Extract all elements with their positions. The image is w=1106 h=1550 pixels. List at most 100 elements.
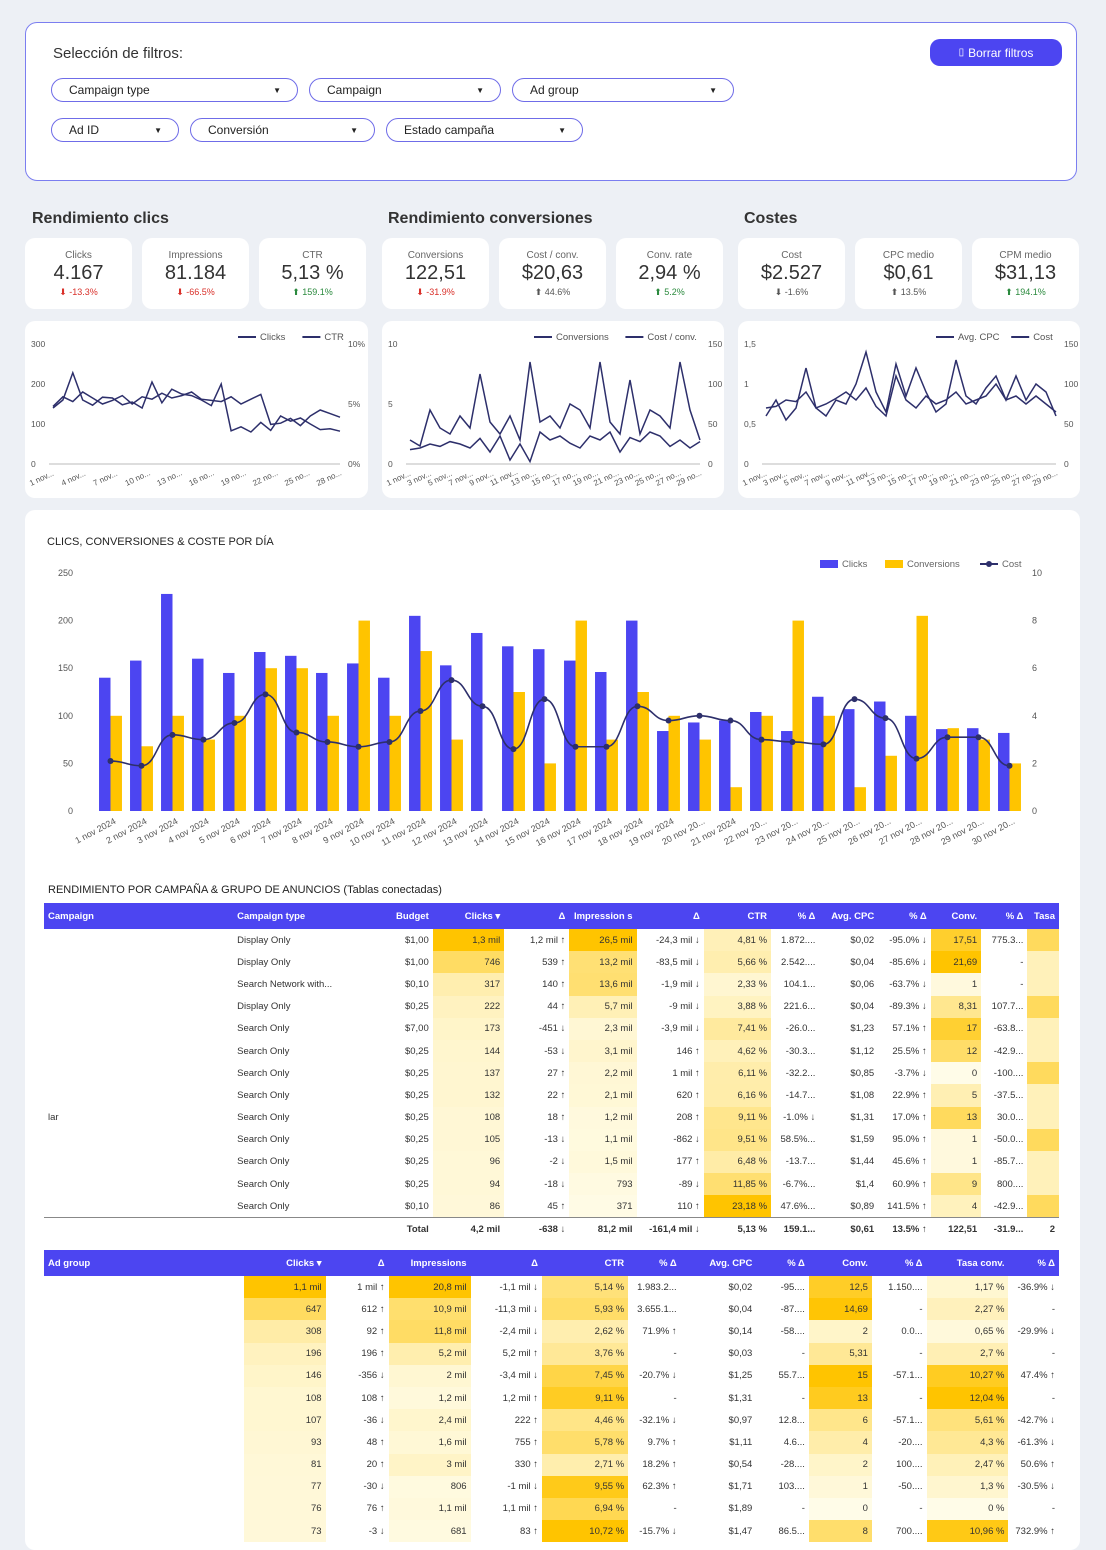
table-row[interactable]: Search Only $0,25 105 -13 ↓ 1,1 mil -862 ↓ 9,5… bbox=[44, 1128, 1059, 1151]
table-cell: 50.6% ↑ bbox=[1020, 1459, 1055, 1471]
dropdown-campaign-type[interactable]: Campaign type ▼ bbox=[51, 78, 298, 102]
table-row[interactable]: Search Only $0,25 132 22 ↑ 2,1 mil 620 ↑ 6,16 … bbox=[44, 1084, 1059, 1107]
column-header[interactable]: Δ bbox=[504, 903, 570, 929]
kpi-change-value: -31.9% bbox=[426, 287, 455, 297]
column-header[interactable]: % Δ bbox=[878, 903, 931, 929]
column-header[interactable]: CTR bbox=[542, 1250, 629, 1276]
table-row[interactable]: 77 -30 ↓ 806 -1 mil ↓ 9,55 % 62.3% ↑ $1,71 103.… bbox=[44, 1475, 1059, 1498]
table-row[interactable]: Display Only $0,25 222 44 ↑ 5,7 mil -9 mil ↓ 3… bbox=[44, 995, 1059, 1018]
table-row[interactable]: 76 76 ↑ 1,1 mil 1,1 mil ↑ 6,94 % - $1,89-0-0 %… bbox=[44, 1497, 1059, 1521]
column-header[interactable]: CTR bbox=[703, 903, 772, 929]
table-cell bbox=[44, 1476, 244, 1498]
table-cell: 2,71 % bbox=[542, 1453, 629, 1476]
table-row[interactable]: Search Only $0,10 86 45 ↑ 371 110 ↑ 23,18 % 47.… bbox=[44, 1195, 1059, 1218]
table-cell: 9.7% ↑ bbox=[647, 1436, 677, 1448]
table-cell: lar bbox=[48, 1112, 59, 1124]
column-header[interactable]: % Δ bbox=[981, 903, 1028, 929]
table-cell bbox=[44, 1431, 244, 1453]
caret-down-icon: ▼ bbox=[709, 86, 717, 95]
column-header[interactable]: Tasa conv. bbox=[926, 1250, 1009, 1276]
column-header[interactable]: Campaign bbox=[44, 903, 234, 929]
kpi-change-value: -1.6% bbox=[784, 287, 809, 297]
column-header[interactable]: Clicks ▾ bbox=[243, 1250, 326, 1276]
table-row[interactable]: Search Only $0,25 137 27 ↑ 2,2 mil 1 mil ↑ 6,1… bbox=[44, 1062, 1059, 1085]
column-header[interactable]: Impressions bbox=[388, 1250, 471, 1276]
clear-filters-button[interactable]: ▯ Borrar filtros bbox=[930, 39, 1062, 66]
dropdown-campaign[interactable]: Campaign ▼ bbox=[309, 78, 501, 102]
dropdown-campaign-status[interactable]: Estado campaña ▼ bbox=[386, 118, 583, 142]
table-row[interactable]: Display Only $1,00 746 539 ↑ 13,2 mil -83,5 m… bbox=[44, 951, 1059, 974]
table-cell: 1 mil ↑ bbox=[357, 1281, 385, 1293]
table-cell: 73 bbox=[243, 1520, 326, 1543]
table-cell: -53 ↓ bbox=[544, 1045, 566, 1057]
table-cell bbox=[1027, 1062, 1059, 1085]
table-row[interactable]: 308 92 ↑ 11,8 mil -2,4 mil ↓ 2,62 % 71.9% ↑ $0… bbox=[44, 1320, 1059, 1343]
cost-point bbox=[200, 736, 207, 743]
table-row[interactable]: lar Search Only $0,25 108 18 ↑ 1,2 mil 208 ↑ 9,… bbox=[44, 1106, 1059, 1129]
table-cell: 12.8... bbox=[778, 1414, 805, 1426]
table-cell: $1,00 bbox=[404, 934, 429, 946]
table-row[interactable]: 196 196 ↑ 5,2 mil 5,2 mil ↑ 3,76 % - $0,03-5,3… bbox=[44, 1342, 1059, 1365]
bar-conversions bbox=[141, 746, 153, 811]
table-cell: 3,88 % bbox=[703, 995, 772, 1018]
column-header[interactable]: Impression s bbox=[569, 903, 637, 929]
table-cell: 2,7 % bbox=[926, 1342, 1009, 1365]
table-row[interactable]: Search Network with... $0,10 317 140 ↑ 13,6 … bbox=[44, 973, 1059, 996]
y-tick-right: 150 bbox=[1064, 339, 1078, 349]
column-header[interactable]: Budget bbox=[357, 903, 433, 929]
column-header[interactable]: % Δ bbox=[1008, 1250, 1059, 1276]
table-row[interactable]: Search Only $0,25 144 -53 ↓ 3,1 mil 146 ↑ 4,62… bbox=[44, 1039, 1059, 1063]
column-header[interactable]: Ad group bbox=[44, 1250, 244, 1276]
column-header[interactable]: Tasa bbox=[1027, 903, 1059, 929]
table-row[interactable]: 647 612 ↑ 10,9 mil -11,3 mil ↓ 5,93 % 3.655.1… bbox=[44, 1298, 1059, 1321]
column-header[interactable]: % Δ bbox=[771, 903, 820, 929]
table-cell: -9 mil ↓ bbox=[669, 1001, 700, 1013]
table-row[interactable]: Search Only $0,25 94 -18 ↓ 793 -89 ↓ 11,85 % -6… bbox=[44, 1173, 1059, 1196]
cost-point bbox=[603, 743, 610, 750]
y-tick-left: 150 bbox=[58, 663, 73, 673]
table-row[interactable]: Display Only $1,00 1,3 mil 1,2 mil ↑ 26,5 mi… bbox=[44, 929, 1059, 952]
column-header[interactable]: Δ bbox=[470, 1250, 542, 1276]
y-tick-left: 0 bbox=[388, 459, 393, 469]
table-cell: 47.6%... bbox=[780, 1200, 816, 1212]
table-cell: -63.8... bbox=[993, 1023, 1024, 1035]
y-tick-left: 100 bbox=[31, 419, 45, 429]
column-header[interactable]: % Δ bbox=[628, 1250, 681, 1276]
table-cell: 4 bbox=[930, 1195, 982, 1218]
x-tick: 28 no... bbox=[315, 468, 343, 487]
kpi-value: 122,51 bbox=[404, 262, 467, 284]
table-row[interactable]: Search Only $7,00 173 -451 ↓ 2,3 mil -3,9 mil… bbox=[44, 1017, 1059, 1040]
table-cell: 1.150.... bbox=[888, 1281, 923, 1293]
column-header[interactable]: Δ bbox=[325, 1250, 389, 1276]
table-cell: 108 ↑ bbox=[361, 1392, 385, 1404]
table-row[interactable]: 146 -356 ↓ 2 mil -3,4 mil ↓ 7,45 % -20.7% ↓ $1… bbox=[44, 1364, 1059, 1387]
column-header[interactable]: Campaign type bbox=[233, 903, 358, 929]
table-row[interactable]: 93 48 ↑ 1,6 mil 755 ↑ 5,78 % 9.7% ↑ $1,11 4.6..… bbox=[44, 1431, 1059, 1454]
kpi-change-value: 5.2% bbox=[664, 287, 685, 297]
cost-point bbox=[479, 703, 486, 710]
bar-conversions bbox=[451, 739, 463, 811]
table-row[interactable]: 108 108 ↑ 1,2 mil 1,2 mil ↑ 9,11 % - $1,31-13-… bbox=[44, 1386, 1059, 1410]
table-cell bbox=[44, 1498, 244, 1520]
column-header[interactable]: Conv. bbox=[808, 1250, 872, 1276]
dropdown-conversion[interactable]: Conversión ▼ bbox=[190, 118, 375, 142]
total-cell: 122,51 bbox=[930, 1217, 982, 1241]
column-header[interactable]: % Δ bbox=[756, 1250, 809, 1276]
y-tick-left: 200 bbox=[31, 379, 45, 389]
table-row[interactable]: 107 -36 ↓ 2,4 mil 222 ↑ 4,46 % -32.1% ↓ $0,97 1… bbox=[44, 1409, 1059, 1432]
table-row[interactable]: 1,1 mil 1 mil ↑ 20,8 mil -1,1 mil ↓ 5,14 % 1.… bbox=[44, 1276, 1059, 1299]
table-row[interactable]: 73 -3 ↓ 681 83 ↑ 10,72 % -15.7% ↓ $1,47 86.5...… bbox=[44, 1520, 1059, 1543]
table-cell: -95.... bbox=[780, 1281, 805, 1293]
column-header[interactable]: % Δ bbox=[871, 1250, 927, 1276]
dropdown-ad-id[interactable]: Ad ID ▼ bbox=[51, 118, 179, 142]
column-header[interactable]: Clicks ▾ bbox=[432, 903, 505, 929]
column-header[interactable]: Conv. bbox=[930, 903, 982, 929]
column-header[interactable]: Avg. CPC bbox=[680, 1250, 757, 1276]
table-row[interactable]: 81 20 ↑ 3 mil 330 ↑ 2,71 % 18.2% ↑ $0,54 -28...… bbox=[44, 1453, 1059, 1476]
table-row[interactable]: Search Only $0,25 96 -2 ↓ 1,5 mil 177 ↑ 6,48 %… bbox=[44, 1150, 1059, 1174]
dropdown-ad-group[interactable]: Ad group ▼ bbox=[512, 78, 734, 102]
table-cell: 57.1% ↑ bbox=[892, 1023, 927, 1035]
column-header[interactable]: Avg. CPC bbox=[819, 903, 879, 929]
kpi-label: Conversions bbox=[407, 250, 464, 261]
column-header[interactable]: Δ bbox=[636, 903, 704, 929]
